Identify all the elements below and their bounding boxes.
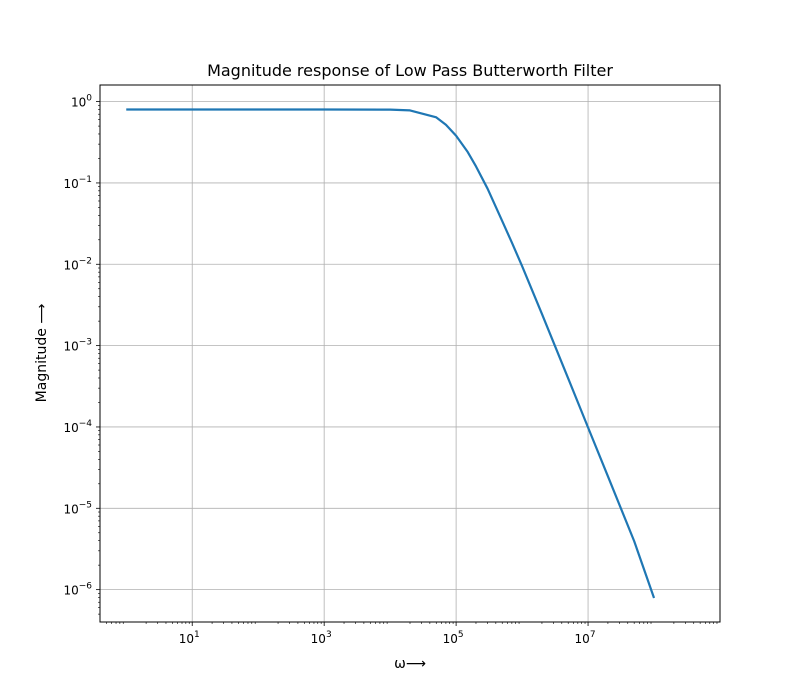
y-tick-label: 10−5 [63,500,92,516]
ticks: 101 103 105 107 100 10−1 10−2 10−3 10−4 10−5 10−6 [63,94,718,646]
x-tick-label: 103 [311,630,332,646]
y-tick-label: 10−3 [63,338,92,354]
x-tick-label: 107 [575,630,596,646]
plot-area [126,108,656,599]
x-axis-label: ω⟶ [394,656,426,672]
y-tick-label: 10−6 [63,582,92,598]
y-tick-label: 10−4 [63,419,92,435]
chart-title: Magnitude response of Low Pass Butterwor… [207,61,613,80]
x-tick-label: 105 [443,630,464,646]
y-tick-label: 10−2 [63,256,92,272]
y-tick-label: 10−1 [63,175,92,191]
x-tick-label: 101 [179,630,200,646]
y-tick-label: 100 [71,94,92,110]
grid [100,85,720,622]
y-axis-label: Magnitude ⟶ [34,304,50,403]
series-line-0 [126,108,656,599]
